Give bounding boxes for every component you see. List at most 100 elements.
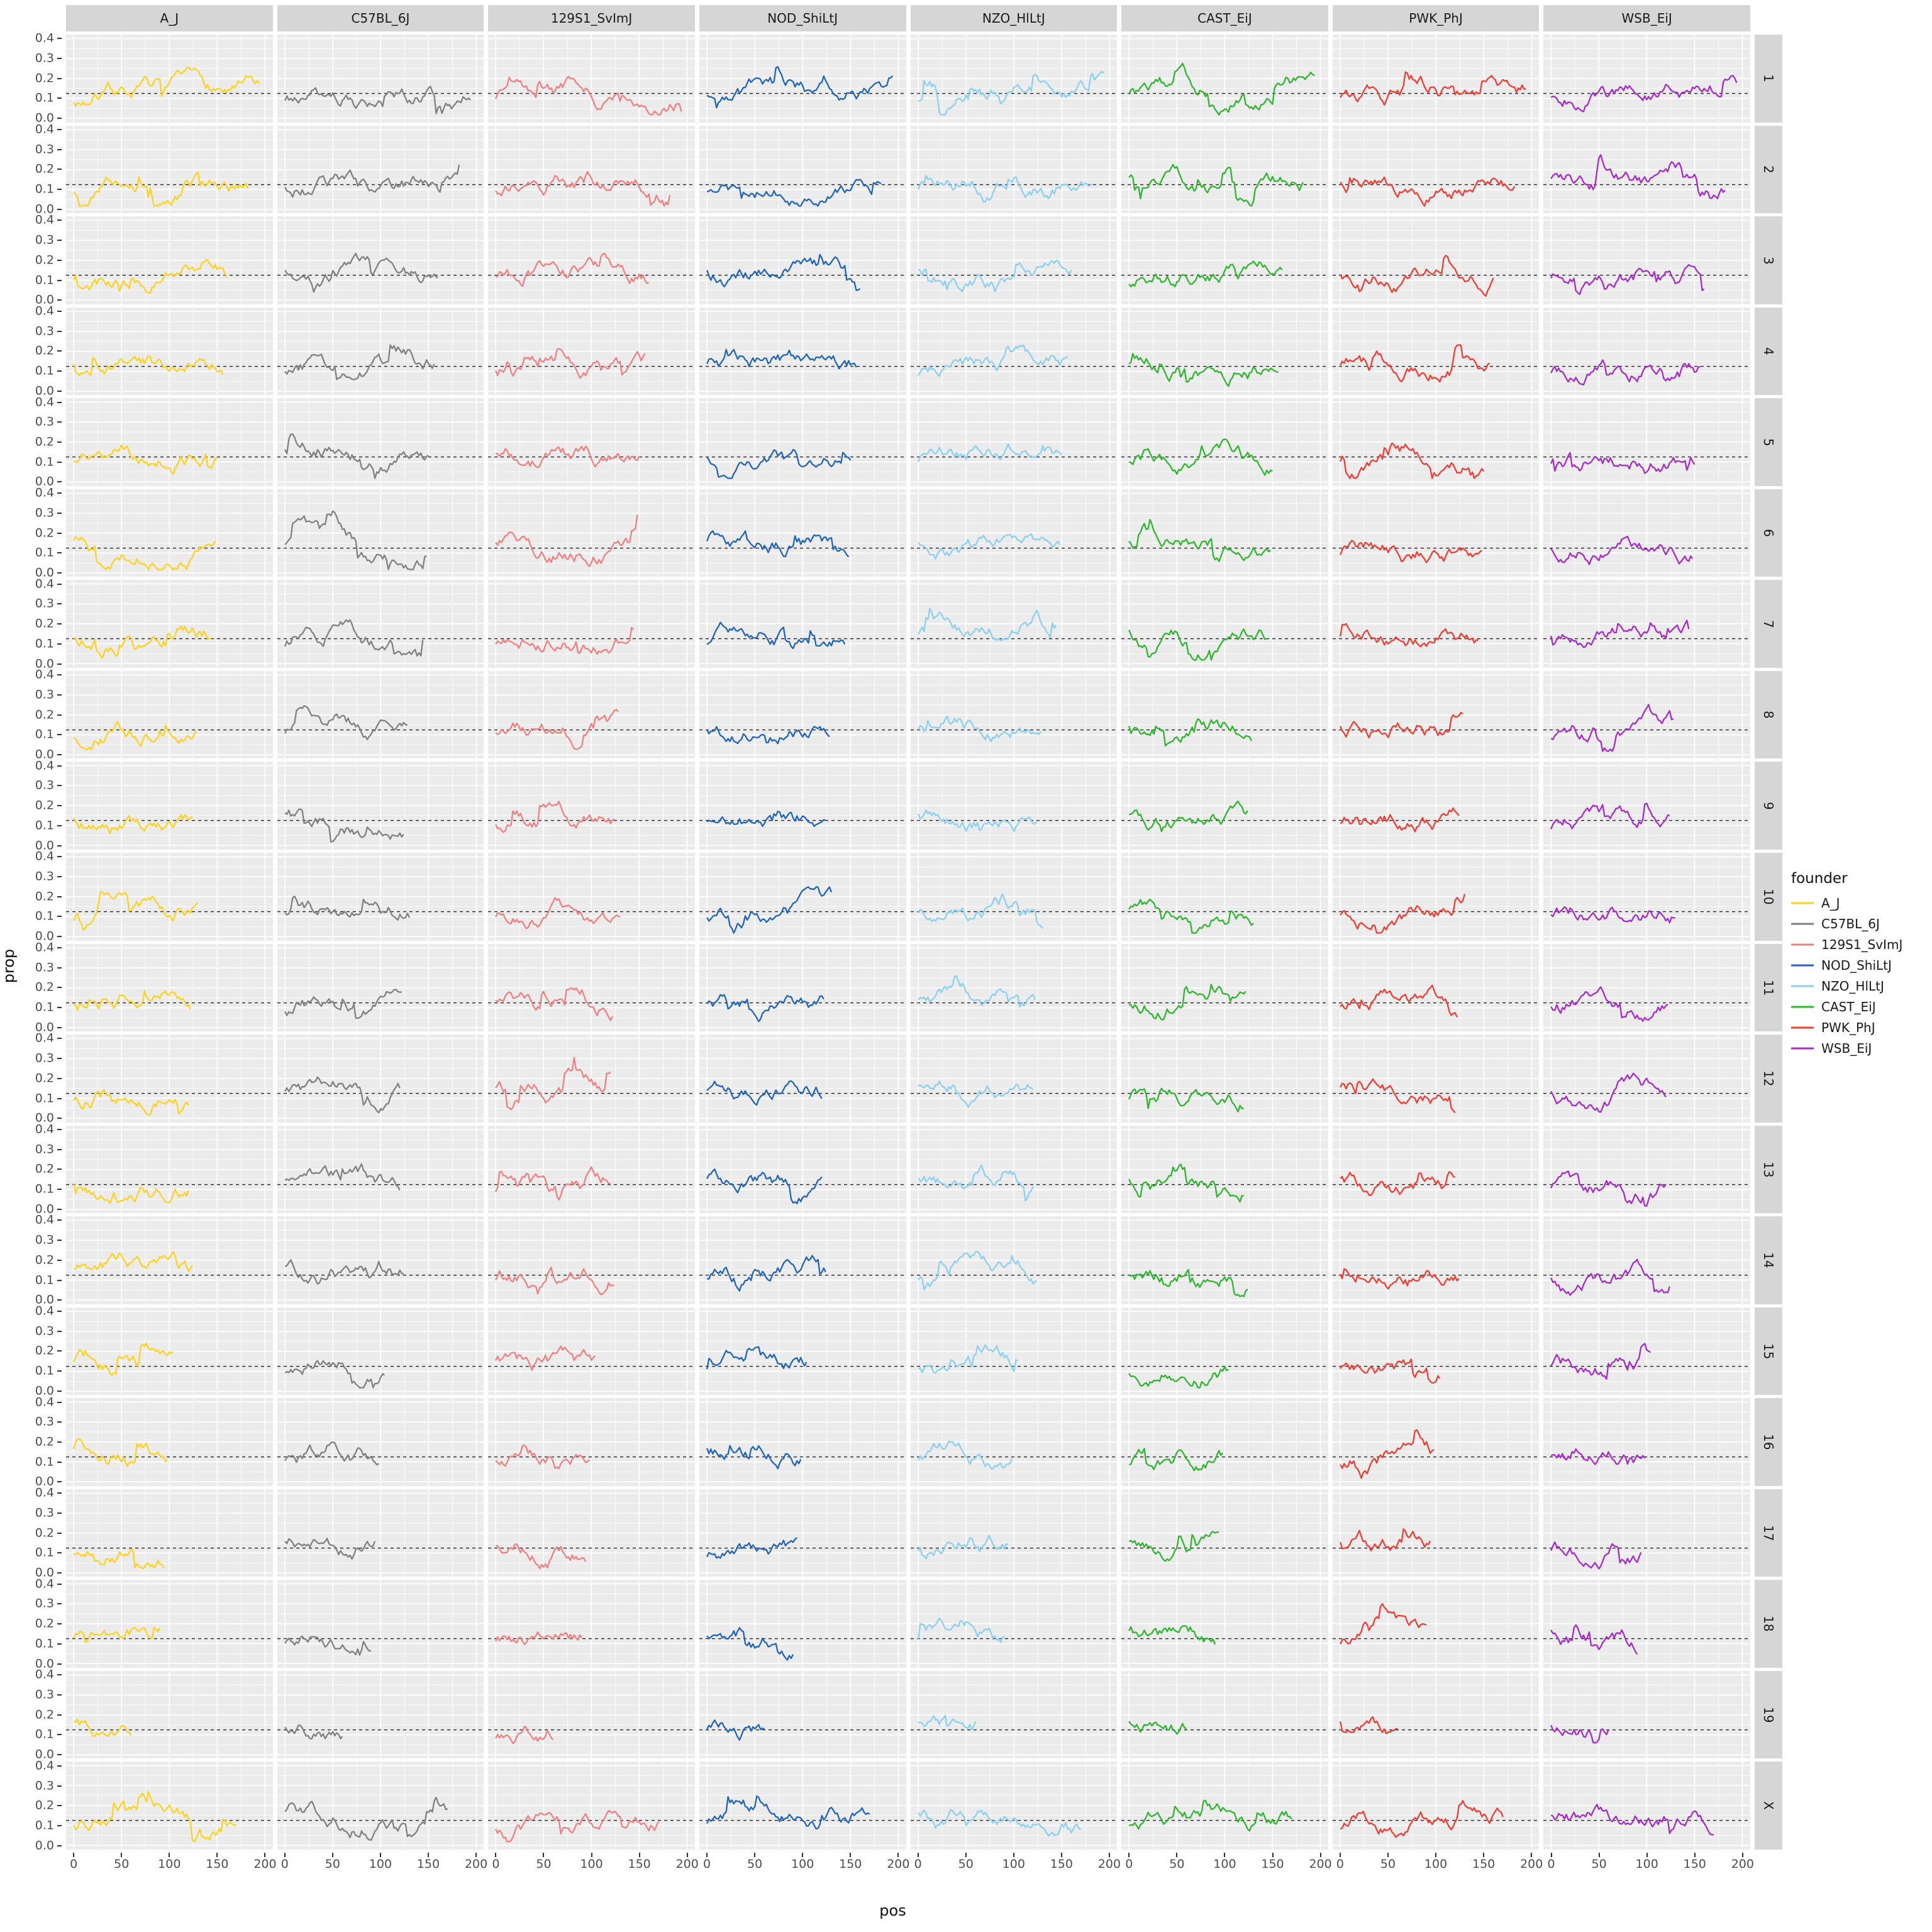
facet-panel-CAST_EiJ-chrX (1121, 1762, 1328, 1850)
y-tick-label: 0.3 (35, 1687, 54, 1702)
y-tick-label: 0.0 (35, 1202, 54, 1216)
x-tick-mark (1272, 1853, 1274, 1857)
y-tick-label: 0.3 (35, 1051, 54, 1065)
x-tick-label: 0 (702, 1857, 711, 1871)
facet-panel-WSB_EiJ-chrX (1543, 1762, 1750, 1850)
x-tick-mark (1531, 1853, 1533, 1857)
facet-panel-A_J-chr18 (66, 1580, 273, 1668)
legend-key-color (1791, 902, 1814, 904)
y-tick-mark (57, 714, 62, 716)
y-tick-label: 0.2 (35, 1616, 54, 1631)
y-tick-mark (57, 1026, 62, 1028)
facet-panel-CAST_EiJ-chr9 (1121, 762, 1328, 850)
y-axis-row-18: 0.4 0.3 0.2 0.1 0.0 (21, 1578, 62, 1671)
y-tick-label: 0.2 (35, 1071, 54, 1085)
column-strip-NOD_ShiLtJ: NOD_ShiLtJ (699, 5, 906, 31)
facet-panel-WSB_EiJ-chr14 (1543, 1216, 1750, 1304)
x-tick-label: 100 (1213, 1857, 1236, 1871)
facet-panel-C57BL_6J-chrX (277, 1762, 484, 1850)
facet-panel-PWK_PhJ-chr8 (1332, 670, 1540, 759)
legend-key-line (1791, 1020, 1814, 1035)
corner-top-left (21, 5, 62, 31)
row-strip-label: 2 (1761, 165, 1776, 174)
x-tick-mark (917, 1853, 919, 1857)
x-tick-mark (802, 1853, 804, 1857)
legend-item-label: 129S1_SvImJ (1821, 937, 1903, 952)
facet-panel-NOD_ShiLtJ-chr1 (699, 35, 906, 123)
y-tick-mark (57, 1401, 62, 1403)
y-tick-mark (57, 189, 62, 191)
x-tick-mark (706, 1853, 708, 1857)
facet-panel-WSB_EiJ-chr1 (1543, 35, 1750, 123)
y-tick-mark (57, 1421, 62, 1423)
facet-panel-CAST_EiJ-chr19 (1121, 1670, 1328, 1759)
y-tick-label: 0.3 (35, 1414, 54, 1429)
x-tick-label: 150 (206, 1857, 229, 1871)
y-tick-label: 0.1 (35, 1273, 54, 1287)
y-tick-label: 0.0 (35, 1111, 54, 1125)
y-tick-mark (57, 1330, 62, 1332)
x-tick-label: 100 (1424, 1857, 1448, 1871)
y-tick-label: 0.3 (35, 1233, 54, 1247)
facet-panel-A_J-chr7 (66, 580, 273, 668)
facet-panel-C57BL_6J-chr16 (277, 1398, 484, 1486)
x-tick-mark (428, 1853, 429, 1857)
legend-item-label: A_J (1821, 896, 1840, 911)
y-tick-label: 0.0 (35, 1565, 54, 1580)
facet-panel-C57BL_6J-chr9 (277, 762, 484, 850)
legend-item-CAST_EiJ: CAST_EiJ (1791, 999, 1926, 1014)
facet-panel-C57BL_6J-chr19 (277, 1670, 484, 1759)
facet-panel-WSB_EiJ-chr11 (1543, 943, 1750, 1032)
x-axis-title: pos (879, 1902, 906, 1919)
x-tick-label: 150 (1472, 1857, 1496, 1871)
facet-panel-PWK_PhJ-chr11 (1332, 943, 1540, 1032)
facet-panel-NOD_ShiLtJ-chr2 (699, 125, 906, 214)
y-tick-mark (57, 1754, 62, 1756)
y-tick-label: 0.3 (35, 506, 54, 520)
facet-panel-129S1_SvImJ-chr9 (488, 762, 695, 850)
legend-key-color (1791, 1047, 1814, 1050)
y-tick-mark (57, 1603, 62, 1605)
y-tick-mark (57, 1461, 62, 1463)
y-tick-label: 0.4 (35, 849, 54, 863)
facet-panel-A_J-chr1 (66, 35, 273, 123)
facet-panel-NZO_HlLtJ-chr3 (910, 216, 1118, 304)
x-axis-C57BL_6J: 0 50 100 150 200 (277, 1853, 488, 1874)
x-tick-mark (850, 1853, 852, 1857)
row-strip-8: 8 (1755, 670, 1782, 759)
column-strip-label: NZO_HlLtJ (982, 11, 1045, 26)
x-tick-mark (73, 1853, 75, 1857)
y-tick-label: 0.2 (35, 1707, 54, 1722)
legend-key-color (1791, 985, 1814, 987)
y-tick-label: 0.0 (35, 1657, 54, 1671)
y-tick-label: 0.0 (35, 1747, 54, 1762)
facet-panel-WSB_EiJ-chr7 (1543, 580, 1750, 668)
row-strip-label: 10 (1761, 888, 1776, 905)
facet-panel-NOD_ShiLtJ-chr12 (699, 1035, 906, 1123)
y-axis-row-2: 0.4 0.3 0.2 0.1 0.0 (21, 123, 62, 216)
y-tick-mark (57, 805, 62, 807)
y-tick-label: 0.2 (35, 798, 54, 813)
x-tick-mark (1435, 1853, 1437, 1857)
facet-panel-NZO_HlLtJ-chr11 (910, 943, 1118, 1032)
x-tick-label: 150 (628, 1857, 651, 1871)
y-tick-label: 0.3 (35, 596, 54, 611)
y-tick-label: 0.1 (35, 727, 54, 741)
x-tick-label: 50 (1169, 1857, 1185, 1871)
row-strip-16: 16 (1755, 1398, 1782, 1486)
y-tick-label: 0.1 (35, 182, 54, 196)
y-tick-mark (57, 128, 62, 130)
y-tick-label: 0.3 (35, 778, 54, 792)
y-tick-mark (57, 623, 62, 625)
y-tick-mark (57, 1552, 62, 1554)
x-tick-mark (686, 1853, 688, 1857)
row-strip-18: 18 (1755, 1580, 1782, 1668)
x-tick-mark (965, 1853, 967, 1857)
y-tick-mark (57, 441, 62, 443)
x-tick-label: 200 (464, 1857, 488, 1871)
y-tick-mark (57, 461, 62, 463)
y-tick-label: 0.2 (35, 1253, 54, 1267)
y-tick-label: 0.0 (35, 657, 54, 670)
y-tick-mark (57, 169, 62, 170)
y-tick-label: 0.0 (35, 202, 54, 216)
